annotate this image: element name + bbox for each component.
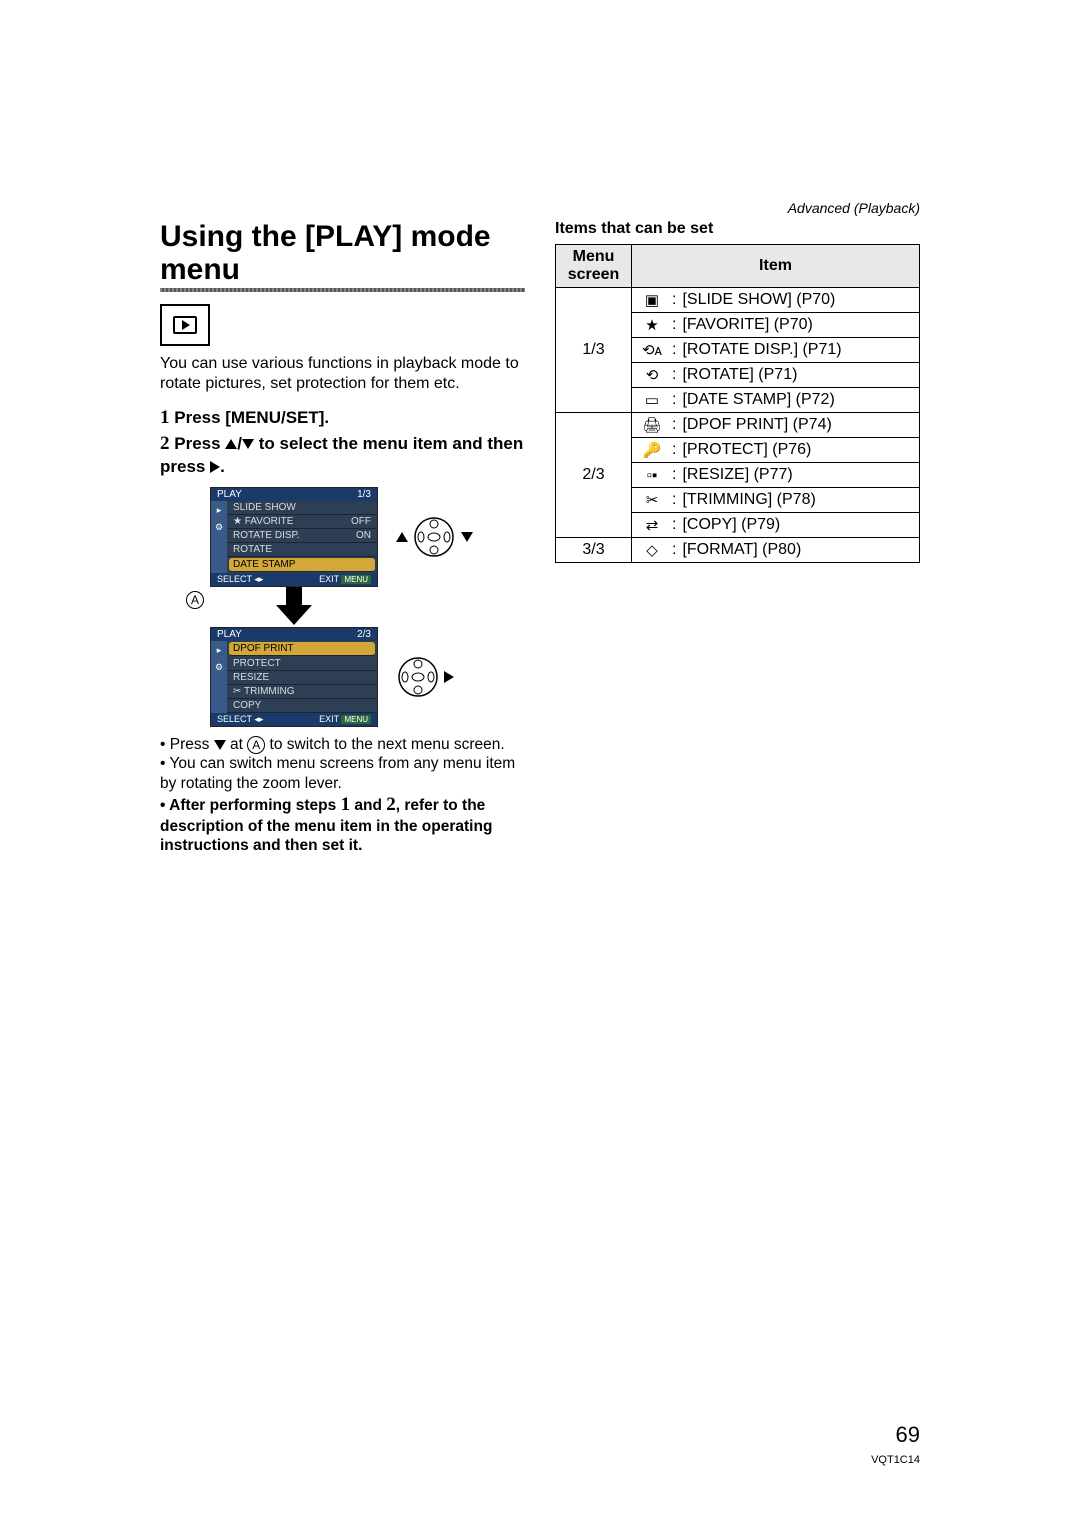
down-icon	[242, 439, 254, 449]
note-1: Press at A to switch to the next menu sc…	[160, 735, 525, 754]
menu1-r3: ROTATE DISP.	[233, 530, 300, 541]
item-favorite: [FAVORITE] (P70)	[682, 316, 812, 334]
menu1-r2: FAVORITE	[245, 516, 294, 527]
menu1-r1: SLIDE SHOW	[233, 502, 296, 513]
screen-3-3: 3/3	[556, 538, 632, 563]
dpad-up-down	[396, 515, 473, 559]
dpad-up-icon	[396, 532, 408, 542]
menu2-r1-selected: DPOF PRINT	[233, 643, 294, 654]
play-mode-icon	[160, 304, 210, 346]
right-icon	[210, 461, 220, 473]
note-2: You can switch menu screens from any men…	[160, 754, 525, 793]
breadcrumb: Advanced (Playback)	[160, 200, 920, 216]
dpof-print-icon: 🖨	[638, 416, 666, 434]
menu1-select: SELECT	[217, 574, 252, 584]
rotate-disp-icon: ⟲ᴀ	[638, 341, 666, 359]
th-item: Item	[632, 245, 920, 288]
item-rotate-disp: [ROTATE DISP.] (P71)	[682, 341, 841, 359]
protect-icon: 🔑	[638, 441, 666, 459]
item-resize: [RESIZE] (P77)	[682, 466, 792, 484]
step-1-number: 1	[160, 407, 170, 428]
item-format: [FORMAT] (P80)	[682, 541, 801, 559]
step-1-text: Press [MENU/SET].	[174, 408, 329, 427]
menu2-r5: COPY	[233, 700, 261, 711]
marker-a: A	[186, 591, 204, 609]
date-stamp-icon: ▭	[638, 391, 666, 409]
down-icon-small	[214, 740, 226, 750]
th-menu-screen: Menu screen	[556, 245, 632, 288]
down-arrow-large	[210, 587, 378, 627]
items-table: Menu screen Item 1/3 ▣: [SLIDE SHOW] (P7…	[555, 244, 920, 563]
trimming-icon: ✂	[638, 491, 666, 509]
menu-screenshot-1: PLAY1/3 ▸⚙ SLIDE SHOW ★ FAVORITEOFF ROTA…	[210, 487, 378, 587]
marker-a-inline: A	[247, 736, 265, 754]
title-rule	[160, 288, 525, 292]
dpad-down-icon	[461, 532, 473, 542]
menu2-title: PLAY	[217, 629, 242, 640]
screen-2-3: 2/3	[556, 413, 632, 538]
step-2-pre: Press	[174, 434, 225, 453]
dpad-right	[396, 655, 454, 699]
slide-show-icon: ▣	[638, 291, 666, 309]
play-badge-icon	[173, 316, 197, 334]
step-2-post: .	[220, 457, 225, 476]
item-copy: [COPY] (P79)	[682, 516, 780, 534]
menu1-page: 1/3	[357, 489, 371, 500]
rotate-icon: ⟲	[638, 366, 666, 384]
menu2-r4: TRIMMING	[244, 686, 295, 697]
notes-list: Press at A to switch to the next menu sc…	[160, 735, 525, 856]
up-icon	[225, 439, 237, 449]
menu-screenshot-2: PLAY2/3 ▸⚙ DPOF PRINT PROTECT RESIZE ✂ T…	[210, 627, 378, 727]
intro-text: You can use various functions in playbac…	[160, 354, 525, 394]
step-2: 2 Press / to select the menu item and th…	[160, 432, 525, 477]
menu2-r3: RESIZE	[233, 672, 269, 683]
format-icon: ◇	[638, 541, 666, 559]
item-trimming: [TRIMMING] (P78)	[682, 491, 815, 509]
menu1-title: PLAY	[217, 489, 242, 500]
items-heading: Items that can be set	[555, 220, 920, 238]
menu1-exit: EXIT	[319, 574, 339, 584]
menu2-r2: PROTECT	[233, 658, 281, 669]
menu2-exit: EXIT	[319, 714, 339, 724]
item-dpof-print: [DPOF PRINT] (P74)	[682, 416, 831, 434]
step-2-number: 2	[160, 433, 170, 454]
menu1-r4: ROTATE	[233, 544, 272, 555]
screen-1-3: 1/3	[556, 288, 632, 413]
item-protect: [PROTECT] (P76)	[682, 441, 811, 459]
step-1: 1 Press [MENU/SET].	[160, 406, 525, 430]
doc-id: VQT1C14	[871, 1454, 920, 1466]
menu2-select: SELECT	[217, 714, 252, 724]
item-rotate: [ROTATE] (P71)	[682, 366, 797, 384]
page-number: 69	[896, 1422, 920, 1448]
dpad-right-icon	[444, 671, 454, 683]
note-3: After performing steps 1 and 2, refer to…	[160, 793, 525, 856]
item-date-stamp: [DATE STAMP] (P72)	[682, 391, 834, 409]
page-title: Using the [PLAY] mode menu	[160, 220, 525, 286]
resize-icon: ▫▪	[638, 467, 666, 484]
favorite-icon: ★	[638, 316, 666, 334]
menu2-page: 2/3	[357, 629, 371, 640]
item-slide-show: [SLIDE SHOW] (P70)	[682, 291, 835, 309]
copy-icon: ⇄	[638, 516, 666, 534]
menu1-r5-selected: DATE STAMP	[233, 559, 295, 570]
